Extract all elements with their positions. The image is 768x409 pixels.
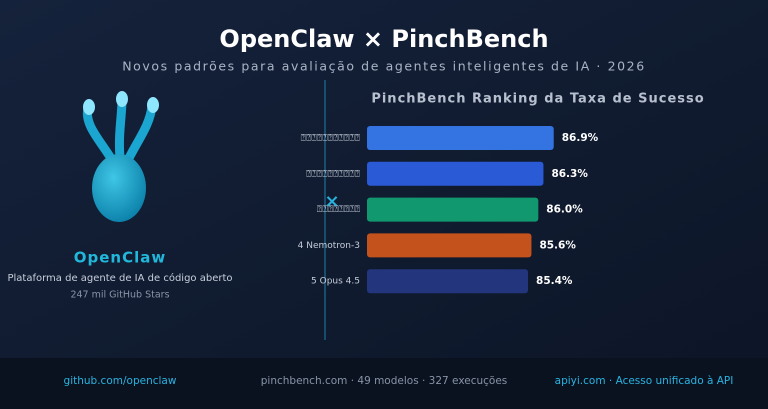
value-label: 85.4%	[536, 275, 573, 287]
value-label: 86.0%	[546, 204, 583, 216]
footer-link: apiyi.com · Acesso unificado à API	[555, 375, 734, 387]
bar	[367, 269, 529, 294]
subtitle: Novos padrões para avaliação de agentes …	[122, 59, 646, 74]
footer-stats: pinchbench.com · 49 modelos · 327 execuç…	[261, 375, 508, 387]
bar	[367, 197, 539, 222]
category-label: 5 Opus 4.5	[311, 277, 360, 287]
chart-title: PinchBench Ranking da Taxa de Sucesso	[371, 92, 704, 107]
cross-icon: ×	[324, 191, 339, 212]
category-label: 4 Nemotron-3	[298, 241, 360, 251]
value-label: 85.6%	[539, 239, 576, 251]
product-description: Plataforma de agente de IA de código abe…	[8, 272, 233, 284]
category-label: ⍰⍰⍰⍰⍰⍰⍰⍰⍰⍰	[306, 169, 361, 179]
category-label: ⍰⍰⍰⍰⍰⍰⍰⍰	[317, 205, 361, 215]
logo	[82, 91, 159, 222]
bar	[367, 161, 544, 186]
footer-link: github.com/openclaw	[64, 375, 177, 387]
stars: 247 mil GitHub Stars	[70, 290, 169, 301]
bar-chart: ⍰⍰⍰⍰⍰⍰⍰⍰⍰⍰⍰ 86.9% ⍰⍰⍰⍰⍰⍰⍰⍰⍰⍰ 86.3% ⍰⍰⍰⍰⍰⍰⍰⍰ 8…	[298, 126, 599, 294]
product-name: OpenClaw	[74, 249, 166, 267]
bar	[367, 233, 532, 258]
title: OpenClaw × PinchBench	[219, 25, 548, 53]
value-label: 86.9%	[562, 132, 599, 144]
value-label: 86.3%	[551, 168, 588, 180]
bar	[367, 126, 554, 150]
category-label: ⍰⍰⍰⍰⍰⍰⍰⍰⍰⍰⍰	[301, 134, 361, 144]
footer	[0, 358, 768, 409]
